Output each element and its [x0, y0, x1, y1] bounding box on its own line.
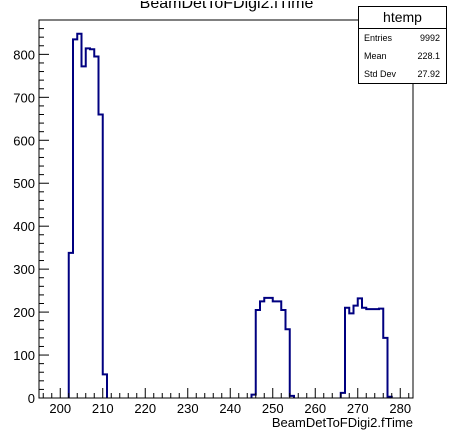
- histogram-bin: [375, 309, 379, 398]
- y-tick-label: 400: [13, 219, 35, 234]
- histogram-series: [67, 32, 393, 398]
- histogram-bin: [86, 48, 90, 398]
- stats-name: htemp: [359, 7, 446, 29]
- x-tick-label: 280: [389, 401, 411, 416]
- stats-entries-value: 9992: [419, 33, 440, 43]
- histogram-bin: [354, 306, 358, 398]
- stats-row-stddev: Std Dev 27.92: [359, 65, 446, 83]
- x-tick-label: 200: [49, 401, 71, 416]
- y-tick-label: 600: [13, 133, 35, 148]
- y-tick-label: 200: [13, 305, 35, 320]
- y-tick-label: 0: [28, 391, 35, 406]
- y-tick-label: 300: [13, 262, 35, 277]
- x-axis-title: BeamDetToFDigi2.fTime: [272, 415, 413, 430]
- stats-row-entries: Entries 9992: [359, 29, 446, 47]
- histogram-bin: [264, 298, 268, 398]
- histogram-bin: [362, 308, 366, 398]
- histogram-bin: [358, 298, 362, 398]
- stats-entries-label: Entries: [364, 33, 393, 43]
- stats-row-mean: Mean 228.1: [359, 47, 446, 65]
- histogram-bin: [90, 49, 94, 398]
- stats-mean-label: Mean: [364, 51, 387, 61]
- plot-title: BeamDetToFDigi2.fTime: [139, 0, 314, 12]
- histogram-bin: [349, 313, 353, 398]
- stats-stddev-value: 27.92: [417, 69, 440, 79]
- histogram-bin: [82, 66, 86, 398]
- x-tick-label: 240: [219, 401, 241, 416]
- x-tick-label: 210: [92, 401, 114, 416]
- x-tick-label: 270: [347, 401, 369, 416]
- histogram-bin: [269, 298, 273, 398]
- histogram-bin: [366, 309, 370, 398]
- x-tick-label: 260: [304, 401, 326, 416]
- y-tick-label: 500: [13, 176, 35, 191]
- stats-stddev-label: Std Dev: [364, 69, 397, 79]
- histogram-bin: [273, 301, 277, 398]
- x-tick-label: 250: [262, 401, 284, 416]
- y-tick-label: 700: [13, 90, 35, 105]
- x-tick-label: 230: [177, 401, 199, 416]
- histogram-outline: [67, 32, 393, 398]
- histogram-bin: [77, 34, 81, 398]
- x-tick-label: 220: [134, 401, 156, 416]
- histogram-bin: [277, 301, 281, 398]
- y-tick-label: 100: [13, 348, 35, 363]
- histogram-bin: [371, 309, 375, 398]
- axes: 200 210 220 230 240 250 260 270 280 0 100 200 300 400…: [13, 19, 414, 430]
- stats-box: htemp Entries 9992 Mean 228.1 Std Dev 27…: [358, 6, 447, 84]
- histogram-bin: [260, 301, 264, 398]
- stats-mean-value: 228.1: [417, 51, 440, 61]
- y-tick-label: 800: [13, 47, 35, 62]
